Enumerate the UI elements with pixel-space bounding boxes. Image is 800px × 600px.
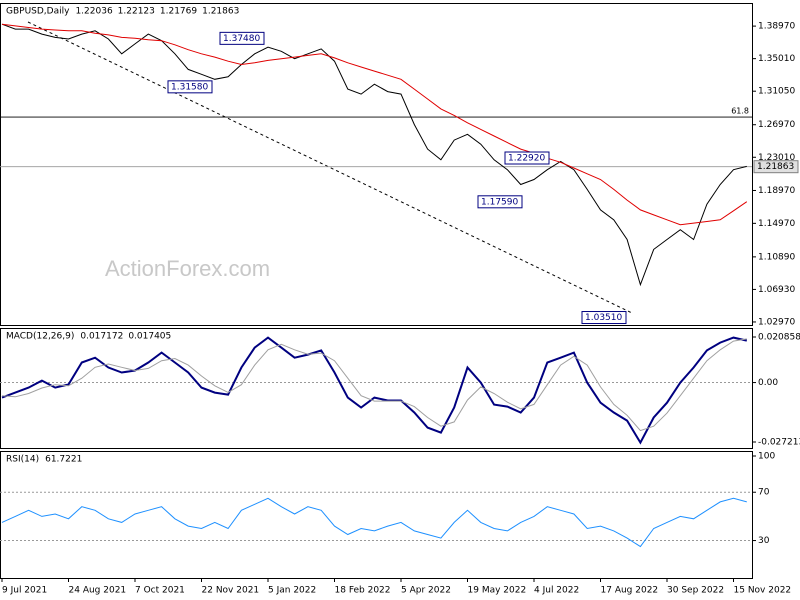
y-tick-label: 1.38970 bbox=[758, 22, 795, 32]
x-tick-label: 9 Jul 2021 bbox=[2, 586, 47, 596]
annotation-box bbox=[477, 195, 523, 209]
y-tick-label: 1.26970 bbox=[758, 120, 795, 130]
annotation-box bbox=[167, 80, 213, 94]
x-tick-label: 24 Aug 2021 bbox=[69, 586, 127, 596]
x-tick-label: 22 Nov 2021 bbox=[202, 586, 260, 596]
y-tick-label: 1.14970 bbox=[758, 219, 795, 229]
x-tick-label: 5 Jan 2022 bbox=[268, 586, 316, 596]
x-tick-label: 7 Oct 2021 bbox=[135, 586, 185, 596]
annotation-label: 1.03510 bbox=[585, 313, 622, 323]
series-line bbox=[1, 336, 748, 445]
y-tick-label: 1.31050 bbox=[758, 87, 795, 97]
x-tick-label: 17 Aug 2022 bbox=[601, 586, 659, 596]
y-tick-label: 1.02970 bbox=[758, 317, 795, 327]
y-tick-label: 1.35010 bbox=[758, 54, 795, 64]
y-tick-label: 0.020858 bbox=[758, 332, 800, 342]
x-tick-label: 18 Feb 2022 bbox=[335, 586, 391, 596]
watermark: ActionForex.com bbox=[105, 256, 270, 281]
annotation-box bbox=[219, 31, 265, 45]
header-value: 61.7221 bbox=[45, 455, 82, 465]
y-tick-label: 1.10890 bbox=[758, 252, 795, 262]
trend-line bbox=[27, 21, 633, 314]
series-line bbox=[1, 338, 747, 432]
annotation-label: 1.17590 bbox=[481, 197, 518, 207]
x-tick-label: 15 Nov 2022 bbox=[734, 586, 792, 596]
y-tick-label: -0.027213 bbox=[758, 437, 800, 447]
series-line bbox=[1, 23, 748, 226]
last-price-box bbox=[753, 160, 799, 174]
y-tick-label: 1.06930 bbox=[758, 285, 795, 295]
panel-title: RSI(14) bbox=[6, 455, 39, 465]
header-value: 1.22123 bbox=[118, 7, 155, 17]
header-value: 1.21863 bbox=[202, 7, 239, 17]
header-value: 0.017172 bbox=[80, 332, 123, 342]
x-tick-label: 4 Jul 2022 bbox=[534, 586, 579, 596]
series-line bbox=[1, 497, 747, 548]
y-tick-label: 100 bbox=[758, 451, 775, 461]
x-tick-label: 19 May 2022 bbox=[468, 586, 527, 596]
y-tick-label: 70 bbox=[758, 488, 770, 498]
macd-panel bbox=[0, 328, 753, 449]
y-tick-label: 1.23010 bbox=[758, 153, 795, 163]
series-line bbox=[1, 23, 747, 287]
panel-title: GBPUSD,Daily bbox=[6, 7, 70, 17]
y-tick-label: 1.18970 bbox=[758, 186, 795, 196]
header-value: 1.22036 bbox=[75, 7, 112, 17]
level-label: 61.8 bbox=[731, 107, 749, 116]
x-tick-label: 5 Apr 2022 bbox=[401, 586, 451, 596]
annotation-label: 1.37480 bbox=[223, 34, 260, 44]
header-value: 0.017405 bbox=[128, 332, 171, 342]
annotation-box bbox=[581, 311, 627, 325]
panel-title: MACD(12,26,9) bbox=[6, 332, 74, 342]
header-value: 1.21769 bbox=[160, 7, 197, 17]
annotation-label: 1.31580 bbox=[171, 82, 208, 92]
last-price-label: 1.21863 bbox=[757, 162, 794, 172]
rsi-panel bbox=[0, 451, 753, 579]
price-panel bbox=[0, 3, 753, 326]
annotation-box bbox=[504, 151, 550, 165]
annotation-label: 1.22920 bbox=[508, 154, 545, 164]
y-tick-label: 0.00 bbox=[758, 378, 778, 388]
y-tick-label: 30 bbox=[758, 536, 770, 546]
x-tick-label: 30 Sep 2022 bbox=[667, 586, 724, 596]
